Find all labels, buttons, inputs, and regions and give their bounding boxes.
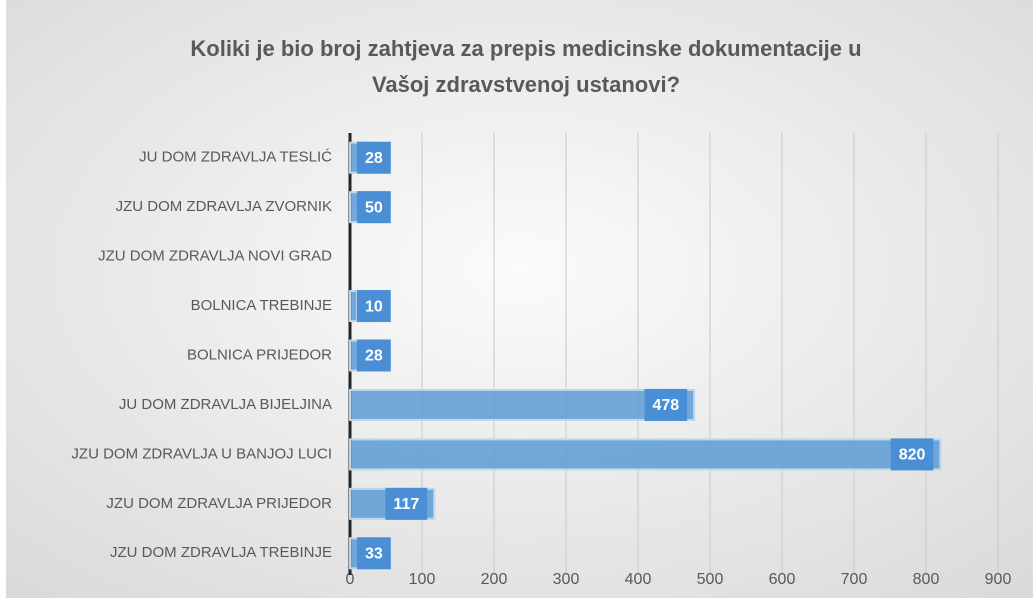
data-label: 33 — [365, 545, 383, 562]
data-label: 28 — [365, 150, 383, 167]
x-tick-label: 700 — [841, 571, 868, 588]
x-tick-label: 200 — [481, 571, 508, 588]
x-tick-label: 600 — [769, 571, 796, 588]
y-tick-label: JZU DOM ZDRAVLJA PRIJEDOR — [106, 495, 332, 512]
data-label-box — [385, 487, 428, 520]
x-tick-label: 900 — [985, 571, 1012, 588]
data-label-box — [644, 388, 688, 421]
data-label-box — [357, 339, 391, 372]
y-tick-label: BOLNICA TREBINJE — [191, 297, 332, 314]
data-label: 478 — [652, 397, 679, 414]
x-tick-label: 800 — [913, 571, 940, 588]
data-label: 820 — [899, 447, 926, 464]
data-label-box — [357, 290, 391, 323]
chart-title: Koliki je bio broj zahtjeva za prepis me… — [190, 36, 861, 61]
bar — [349, 438, 942, 471]
bar — [349, 290, 359, 323]
data-label: 28 — [365, 348, 383, 365]
chart-title: Vašoj zdravstvenoj ustanovi? — [372, 72, 680, 97]
data-label: 50 — [365, 199, 383, 216]
y-tick-label: JZU DOM ZDRAVLJA ZVORNIK — [116, 198, 332, 215]
x-tick-label: 400 — [625, 571, 652, 588]
x-tick-label: 100 — [409, 571, 436, 588]
data-label: 10 — [365, 298, 383, 315]
x-tick-label: 300 — [553, 571, 580, 588]
x-tick-label: 0 — [346, 571, 355, 588]
bar — [349, 388, 696, 421]
y-tick-label: JZU DOM ZDRAVLJA U BANJOJ LUCI — [71, 445, 332, 462]
y-tick-label: JZU DOM ZDRAVLJA TREBINJE — [110, 544, 332, 561]
chart-background — [6, 0, 1033, 598]
data-label-box — [357, 141, 391, 174]
data-label-box — [357, 191, 391, 224]
x-tick-label: 500 — [697, 571, 724, 588]
y-tick-label: JU DOM ZDRAVLJA BIJELJINA — [119, 396, 332, 413]
y-tick-label: JU DOM ZDRAVLJA TESLIĆ — [139, 149, 332, 166]
data-label: 117 — [393, 496, 419, 513]
y-tick-label: BOLNICA PRIJEDOR — [187, 346, 332, 363]
y-tick-label: JZU DOM ZDRAVLJA NOVI GRAD — [98, 248, 332, 265]
data-label-box — [357, 537, 391, 570]
data-label-box — [890, 438, 934, 471]
